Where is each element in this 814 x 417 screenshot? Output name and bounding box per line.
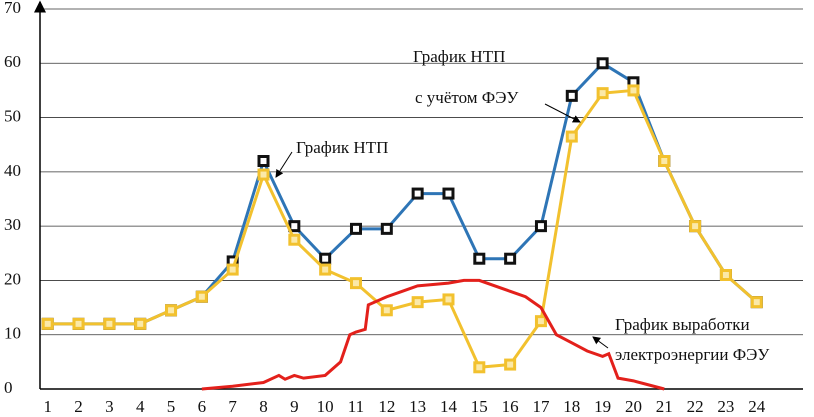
point: [319, 252, 332, 265]
y-tick-label: 50: [4, 106, 21, 125]
point: [257, 168, 270, 181]
x-tick-label: 12: [378, 397, 395, 416]
point: [411, 187, 424, 200]
point: [442, 293, 455, 306]
point: [257, 155, 270, 167]
point: [565, 89, 578, 102]
x-tick-label: 1: [43, 397, 52, 416]
point: [689, 220, 702, 233]
point: [534, 315, 547, 328]
y-tick-label: 60: [4, 52, 21, 71]
x-tick-label: 16: [502, 397, 519, 416]
annotation-arrow: [592, 336, 609, 349]
point: [565, 130, 578, 143]
x-tick-label: 5: [167, 397, 176, 416]
annotation: электроэнергии ФЭУ: [615, 345, 770, 364]
x-tick-label: 21: [656, 397, 673, 416]
point: [195, 290, 208, 303]
series-line: [201, 278, 665, 391]
point: [504, 358, 517, 371]
point: [750, 296, 763, 309]
x-tick-label: 19: [594, 397, 611, 416]
point: [226, 263, 239, 276]
x-tick-label: 2: [74, 397, 83, 416]
annotation-arrow: [544, 103, 581, 123]
point: [658, 155, 671, 167]
x-tick-label: 22: [687, 397, 704, 416]
annotation: График НТП: [296, 138, 388, 157]
x-tick-label: 14: [440, 397, 458, 416]
point: [134, 317, 147, 330]
x-tick-label: 11: [348, 397, 364, 416]
point: [473, 252, 486, 265]
y-tick-label: 40: [4, 161, 21, 180]
series-line: [47, 61, 758, 326]
point: [473, 361, 486, 374]
point: [719, 269, 732, 281]
x-tick-label: 18: [563, 397, 580, 416]
annotation: с учётом ФЭУ: [415, 88, 519, 107]
point: [41, 317, 54, 330]
point: [596, 87, 609, 100]
annotation: График выработки: [615, 315, 750, 334]
y-tick-label: 20: [4, 269, 21, 288]
x-tick-label: 23: [717, 397, 734, 416]
point: [411, 296, 424, 309]
point: [288, 220, 301, 233]
point: [380, 222, 393, 235]
x-tick-label: 7: [228, 397, 237, 416]
annotation-arrow: [275, 151, 293, 178]
x-tick-label: 6: [198, 397, 207, 416]
point: [349, 222, 362, 235]
y-tick-label: 0: [4, 378, 13, 397]
y-tick-label: 30: [4, 215, 21, 234]
x-tick-label: 4: [136, 397, 145, 416]
x-tick-label: 15: [471, 397, 488, 416]
point: [534, 220, 547, 233]
y-tick-label: 10: [4, 324, 21, 343]
point: [165, 304, 178, 317]
point: [380, 304, 393, 317]
x-tick-label: 24: [748, 397, 766, 416]
annotation: График НТП: [413, 47, 505, 66]
point: [103, 317, 116, 330]
point: [504, 252, 517, 265]
x-tick-label: 10: [317, 397, 334, 416]
x-tick-label: 13: [409, 397, 426, 416]
x-tick-label: 20: [625, 397, 642, 416]
point: [627, 84, 640, 97]
point: [442, 187, 455, 200]
x-tick-label: 3: [105, 397, 114, 416]
point: [596, 57, 609, 70]
x-tick-label: 17: [532, 397, 550, 416]
point: [319, 263, 332, 276]
x-tick-label: 9: [290, 397, 299, 416]
y-tick-label: 70: [4, 0, 21, 17]
x-tick-label: 8: [259, 397, 268, 416]
point: [349, 277, 362, 290]
point: [72, 317, 85, 330]
point: [288, 233, 301, 246]
